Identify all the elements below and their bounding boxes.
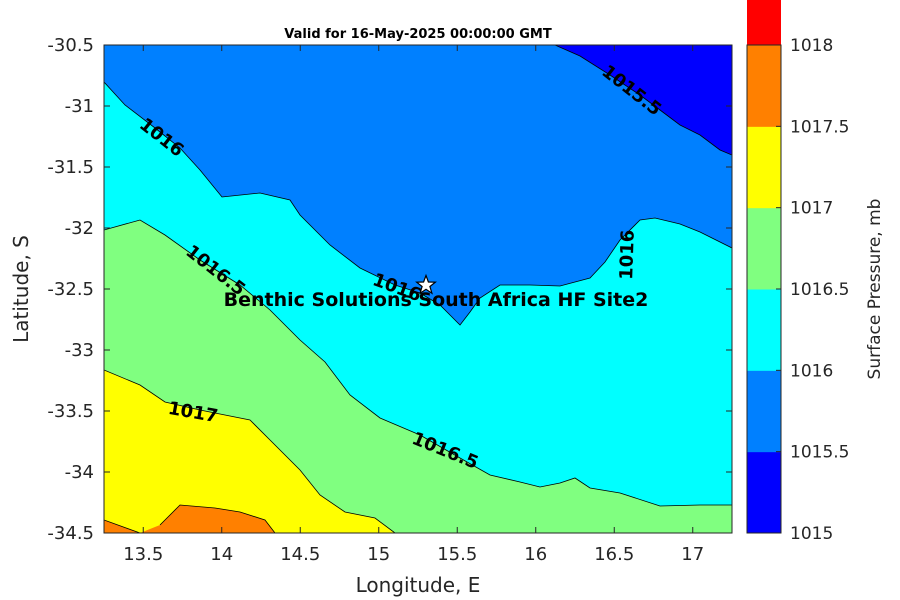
contour-band-below-1015_5 [555, 45, 732, 155]
y-tick-label: -31 [65, 96, 94, 117]
contour-line-1015_5 [554, 45, 732, 156]
colorbar-tick-label: 1015.5 [790, 443, 849, 463]
site-label: Benthic Solutions South Africa HF Site2 [224, 289, 649, 311]
y-tick-label: -33.5 [47, 401, 94, 422]
colorbar-tick-label: 1016.5 [790, 280, 849, 300]
contour-label: 1016 [616, 229, 639, 280]
contour-line-1017_5 [104, 504, 276, 533]
x-tick-label: 16 [524, 544, 547, 565]
contour-line-1016_5 [104, 219, 732, 507]
x-tick-label: 14.5 [280, 544, 320, 565]
x-axis-label: Longitude, E [356, 573, 481, 597]
x-tick-label: 15.5 [437, 544, 477, 565]
colorbar: 1018 1017.5 1017 1016.5 1016 1015.5 1015 [746, 0, 849, 544]
contour-lines [104, 45, 732, 533]
y-axis: -30.5 -31 -31.5 -32 -32.5 -33 -33.5 -34 -34.5 [47, 35, 732, 544]
colorbar-segment [747, 207, 781, 290]
colorbar-tick-label: 1017 [790, 199, 833, 219]
x-tick-label: 17 [681, 544, 704, 565]
x-tick-label: 15 [367, 544, 390, 565]
colorbar-segment [747, 370, 781, 453]
star-icon [415, 273, 437, 295]
y-tick-label: -34 [65, 462, 94, 483]
x-tick-label: 13.5 [123, 544, 163, 565]
contour-line-1017 [104, 369, 396, 533]
colorbar-tick-label: 1016 [790, 361, 833, 381]
colorbar-segment [747, 126, 781, 209]
y-tick-label: -30.5 [47, 35, 94, 56]
contour-band-1015-1015_5 [104, 45, 732, 325]
figure-title: Valid for 16-May-2025 00:00:00 GMT [284, 27, 552, 42]
y-tick-label: -34.5 [47, 523, 94, 544]
x-axis: 13.5 14 14.5 15 15.5 16 16.5 17 [123, 45, 704, 565]
colorbar-segment [747, 45, 781, 127]
colorbar-segment [747, 451, 781, 534]
colorbar-segment [747, 289, 781, 371]
y-tick-label: -32 [65, 218, 94, 239]
colorbar-tick-label: 1015 [790, 524, 833, 544]
y-tick-label: -32.5 [47, 279, 94, 300]
colorbar-tick-label: 1017.5 [790, 117, 849, 137]
plot-area: 1015.5 1016 1016 1016 1016.5 1016.5 1017… [104, 45, 732, 533]
colorbar-segment [747, 0, 781, 46]
y-axis-label: Latitude, S [9, 235, 33, 343]
colorbar-tick-label: 1018 [790, 36, 833, 56]
colorbar-label: Surface Pressure, mb [865, 199, 885, 380]
y-tick-label: -31.5 [47, 157, 94, 178]
contour-line-1016 [104, 81, 732, 326]
x-tick-label: 14 [210, 544, 233, 565]
x-tick-label: 16.5 [594, 544, 634, 565]
y-tick-label: -33 [65, 340, 94, 361]
